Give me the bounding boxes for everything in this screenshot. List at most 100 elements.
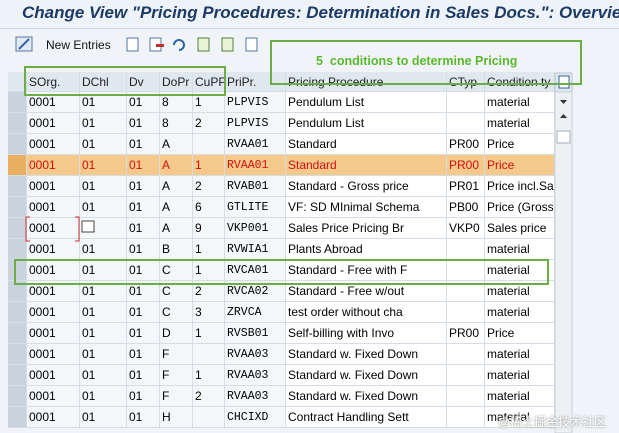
table-cell: 01 [127,407,160,428]
table-cell: 01 [127,344,160,365]
watermark: @稀土掘金技术社区 [498,415,607,429]
row-selector[interactable] [8,365,27,386]
table-cell: 01 [127,239,160,260]
table-cell [447,344,485,365]
table-cell [447,302,485,323]
row-selector[interactable] [8,134,27,155]
table-cell: 6 [193,197,225,218]
table-cell: material [485,302,555,323]
column-header: SOrg. [27,72,80,92]
table-cell: Pendulum List [286,92,447,113]
row-selector[interactable] [8,197,27,218]
table-cell: 0001 [27,155,80,176]
table-cell: C [160,302,193,323]
table-cell: PR00 [447,323,485,344]
table-cell: H [160,407,193,428]
table-cell [193,407,225,428]
table-cell [193,344,225,365]
table-cell: 3 [193,302,225,323]
table-cell: 1 [193,92,225,113]
table-cell: GTLITE [225,197,286,218]
table-cell: 01 [127,302,160,323]
row-selector[interactable] [8,92,27,113]
table-cell: VKP001 [225,218,286,239]
row-selector[interactable] [8,260,27,281]
table-cell: VKP0 [447,218,485,239]
table-cell: Price [485,155,555,176]
table-cell: RVAA03 [225,386,286,407]
new-entries-button[interactable]: New Entries [46,38,111,52]
row-selector[interactable] [8,155,27,176]
table-cell: 01 [127,197,160,218]
row-selector[interactable] [8,113,27,134]
table-cell: 01 [80,239,127,260]
table-cell: D [160,323,193,344]
table-cell: Self-billing with Invo [286,323,447,344]
table-cell: Standard w. Fixed Down [286,386,447,407]
table-cell [447,92,485,113]
table-cell: 01 [127,176,160,197]
table-cell: 01 [127,134,160,155]
table-cell [193,134,225,155]
table-cell: A [160,134,193,155]
table-cell [447,365,485,386]
table-cell: Standard - Gross price [286,176,447,197]
table-cell: 01 [80,365,127,386]
table-cell [447,386,485,407]
table-cell: 01 [80,281,127,302]
table-cell: material [485,113,555,134]
row-selector[interactable] [8,323,27,344]
column-header: CuPP [193,72,225,92]
table-cell: 01 [80,407,127,428]
row-selector[interactable] [8,176,27,197]
table-cell: material [485,281,555,302]
table-cell: 1 [193,239,225,260]
table-cell: C [160,281,193,302]
table-cell: 0001 [27,176,80,197]
table-cell: Standard [286,134,447,155]
table-cell: RVAB01 [225,176,286,197]
toolbar: New Entries [0,29,619,63]
table-cell: 01 [80,176,127,197]
table-cell: 0001 [27,281,80,302]
row-selector[interactable] [8,218,27,239]
table-cell: 01 [127,260,160,281]
table-cell: material [485,344,555,365]
table-cell: 01 [80,197,127,218]
table-cell: 01 [80,218,127,239]
table-cell: 01 [127,218,160,239]
table-cell: 1 [193,155,225,176]
table-cell: 0001 [27,218,80,239]
table-cell: A [160,218,193,239]
row-selector[interactable] [8,407,27,428]
table-cell: 01 [80,323,127,344]
table-cell: 01 [127,323,160,344]
row-selector[interactable] [8,239,27,260]
table-cell: 0001 [27,197,80,218]
table-cell: 01 [127,386,160,407]
row-selector[interactable] [8,386,27,407]
table-cell: Price [485,134,555,155]
table-cell: F [160,365,193,386]
table-cell: Standard w. Fixed Down [286,344,447,365]
table-cell: A [160,176,193,197]
row-selector[interactable] [8,302,27,323]
table-cell: PLPVIS [225,113,286,134]
key-columns-box [24,66,226,96]
title: Change View "Pricing Procedures: Determi… [22,3,619,22]
table-cell: Standard w. Fixed Down [286,365,447,386]
table-cell: RVAA03 [225,344,286,365]
row-selector[interactable] [8,281,27,302]
table-cell: 2 [193,176,225,197]
table-cell: Plants Abroad [286,239,447,260]
table-cell: test order without cha [286,302,447,323]
row-selector[interactable] [8,344,27,365]
table-cell: material [485,92,555,113]
column-header: CTyp [447,72,485,92]
annotation-text: 5 conditions to determine Pricing [316,54,518,68]
table-cell: 01 [80,134,127,155]
table-cell: 01 [80,260,127,281]
table-cell: 0001 [27,344,80,365]
table-cell: F [160,386,193,407]
